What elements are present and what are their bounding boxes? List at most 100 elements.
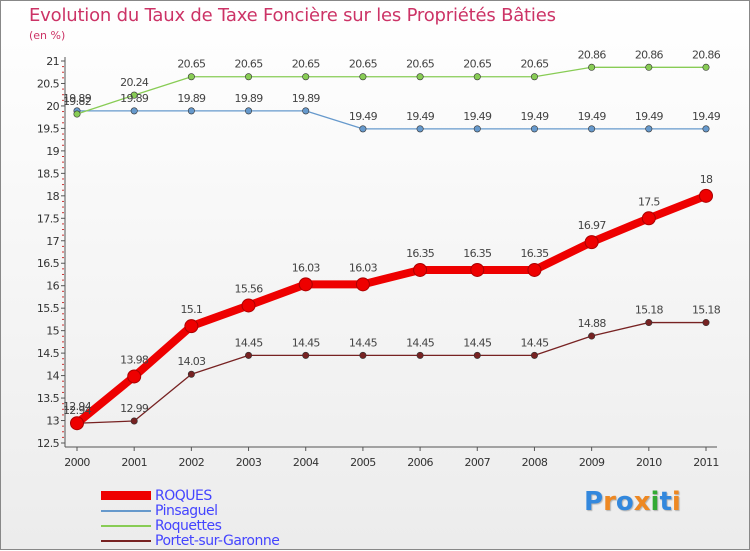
logo-letter: t <box>659 487 672 517</box>
series-line-pinsaguel <box>76 110 707 130</box>
legend-swatch-pinsaguel <box>101 509 151 512</box>
data-label-roquettes: 20.65 <box>349 58 378 71</box>
data-point-roques <box>298 277 313 292</box>
x-tick-label: 2008 <box>522 456 548 469</box>
x-tick-label: 2010 <box>636 456 662 469</box>
legend-item-portet-sur-garonne: Portet-sur-Garonne <box>101 532 280 549</box>
data-point-portet-sur-garonne <box>187 370 195 378</box>
y-axis-unit-label: (en %) <box>29 29 66 42</box>
data-point-roques <box>699 188 713 203</box>
data-point-roquettes <box>359 73 367 81</box>
data-label-portet-sur-garonne: 14.03 <box>177 355 206 368</box>
data-label-roquettes: 20.65 <box>177 58 206 71</box>
data-point-pinsaguel <box>645 125 653 133</box>
data-label-roquettes: 20.86 <box>692 48 721 61</box>
legend-label-portet-sur-garonne: Portet-sur-Garonne <box>155 532 280 549</box>
x-tick-label: 2011 <box>693 456 719 469</box>
y-tick-label: 15 <box>46 325 59 338</box>
y-tick-label: 16.5 <box>37 257 60 270</box>
data-point-pinsaguel <box>588 125 596 133</box>
data-point-portet-sur-garonne <box>359 351 367 359</box>
data-label-roques: 16.97 <box>578 219 607 232</box>
data-label-roquettes: 20.86 <box>578 48 607 61</box>
legend: ROQUES Pinsaguel Roquettes Portet-sur-Ga… <box>101 488 280 549</box>
x-tick-label: 2002 <box>179 456 205 469</box>
data-label-roquettes: 20.86 <box>635 48 664 61</box>
data-label-roques: 16.35 <box>463 247 492 260</box>
data-label-portet-sur-garonne: 14.45 <box>292 336 321 349</box>
x-tick-label: 2001 <box>121 456 147 469</box>
data-point-portet-sur-garonne <box>245 351 253 359</box>
data-label-roques: 15.1 <box>181 303 203 316</box>
x-tick-label: 2007 <box>464 456 490 469</box>
data-label-pinsaguel: 19.49 <box>692 110 721 123</box>
proxiti-logo: Proxiti <box>584 487 681 517</box>
legend-item-pinsaguel: Pinsaguel <box>101 502 279 519</box>
logo-letter: i <box>650 487 660 517</box>
data-point-pinsaguel <box>473 125 481 133</box>
data-label-portet-sur-garonne: 14.45 <box>235 336 264 349</box>
data-point-roques <box>641 211 656 226</box>
y-tick-label: 14.5 <box>37 347 60 360</box>
data-point-roques <box>355 277 370 292</box>
data-point-roques <box>184 319 199 334</box>
data-label-roquettes: 20.65 <box>235 58 264 71</box>
data-point-portet-sur-garonne <box>702 319 710 327</box>
y-tick-label: 19 <box>46 145 59 158</box>
data-point-roquettes <box>530 73 538 81</box>
data-point-portet-sur-garonne <box>416 351 424 359</box>
data-point-roquettes <box>588 63 596 71</box>
data-point-pinsaguel <box>530 125 538 133</box>
data-label-portet-sur-garonne: 14.45 <box>349 336 378 349</box>
data-point-portet-sur-garonne <box>302 351 310 359</box>
axes: 12.5 13 13.5 14 14.5 15 15.5 16 16.5 17 17.5 18 18.5… <box>37 55 719 469</box>
data-label-roquettes: 20.24 <box>120 76 149 89</box>
data-point-pinsaguel <box>302 107 310 115</box>
x-tick-label: 2003 <box>236 456 262 469</box>
data-label-roquettes: 20.65 <box>463 58 492 71</box>
data-label-roquettes: 20.65 <box>292 58 321 71</box>
data-label-roques: 13.98 <box>120 353 149 366</box>
y-tick-label: 14 <box>46 370 59 383</box>
y-tick-label: 20 <box>46 100 59 113</box>
data-point-roques <box>470 262 485 277</box>
y-tick-label: 15.5 <box>37 302 60 315</box>
data-point-pinsaguel <box>245 107 253 115</box>
y-tick-label: 18 <box>46 190 59 203</box>
data-label-pinsaguel: 19.49 <box>406 110 435 123</box>
data-point-pinsaguel <box>702 125 710 133</box>
data-point-roquettes <box>73 110 81 118</box>
chart-title: Evolution du Taux de Taxe Foncière sur l… <box>29 5 556 26</box>
data-labels-layer: 19.89 19.89 19.89 19.89 19.89 19.49 19.49 19.49… <box>63 48 721 417</box>
data-label-roques: 17.5 <box>638 195 660 208</box>
legend-swatch-roquettes <box>101 524 151 527</box>
data-label-pinsaguel: 19.89 <box>177 92 206 105</box>
data-point-roquettes <box>130 91 138 99</box>
data-label-pinsaguel: 19.49 <box>578 110 607 123</box>
y-tick-label: 16 <box>46 280 59 293</box>
y-tick-label: 17 <box>46 235 59 248</box>
data-point-portet-sur-garonne <box>473 351 481 359</box>
x-tick-label: 2000 <box>64 456 90 469</box>
data-label-roquettes: 20.65 <box>406 58 435 71</box>
data-point-portet-sur-garonne <box>588 332 596 340</box>
data-label-roques: 15.56 <box>235 282 264 295</box>
data-point-roques <box>70 416 84 431</box>
data-label-portet-sur-garonne: 12.99 <box>120 402 149 415</box>
data-point-portet-sur-garonne <box>130 417 138 425</box>
data-point-roques <box>584 235 599 250</box>
series-line-roquettes <box>76 66 707 115</box>
data-label-portet-sur-garonne: 14.45 <box>520 336 549 349</box>
y-tick-label: 21 <box>46 55 59 68</box>
x-tick-label: 2006 <box>407 456 433 469</box>
data-label-portet-sur-garonne: 15.18 <box>692 304 721 317</box>
data-label-pinsaguel: 19.49 <box>520 110 549 123</box>
legend-label-pinsaguel: Pinsaguel <box>155 502 218 519</box>
y-tick-label: 17.5 <box>37 212 60 225</box>
series-line-roques <box>73 191 710 428</box>
data-label-roques: 16.35 <box>520 247 549 260</box>
data-point-pinsaguel <box>416 125 424 133</box>
data-label-roques: 12.94 <box>63 400 92 413</box>
